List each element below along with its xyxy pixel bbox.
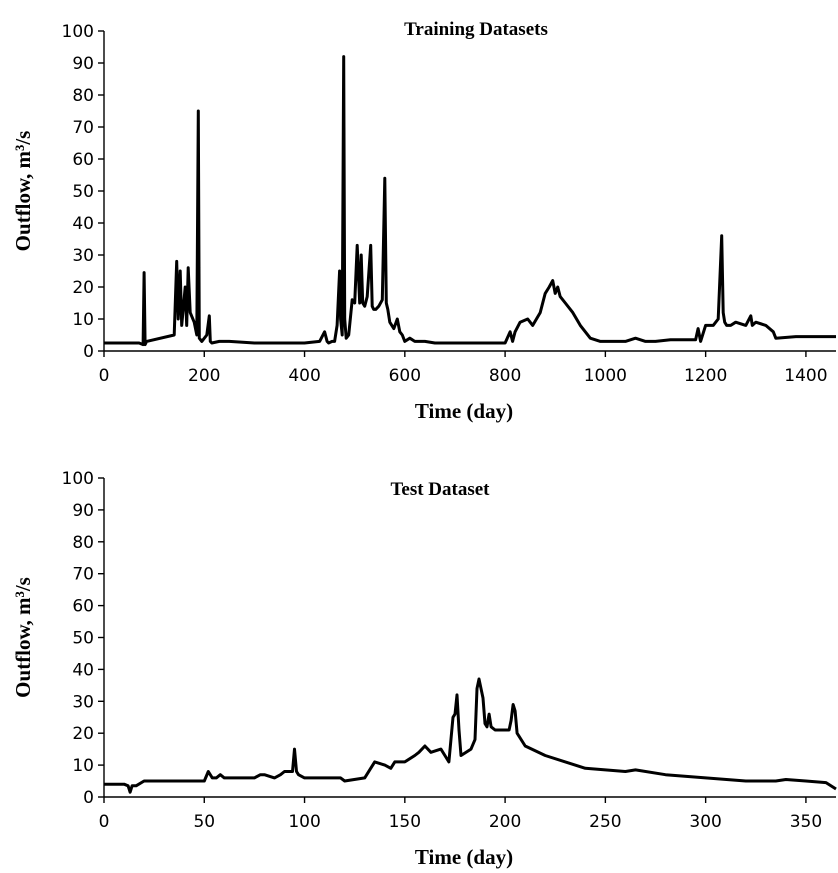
x-axis-label: Time (day) (415, 845, 513, 869)
y-axis-label: Outflow, m³/s (11, 577, 35, 698)
x-tick-label: 0 (99, 366, 110, 386)
y-tick-label: 10 (72, 310, 94, 330)
y-tick-label: 60 (72, 150, 94, 170)
y-tick-label: 80 (72, 533, 94, 553)
y-axis-label: Outflow, m³/s (11, 131, 35, 252)
chart-title: Test Dataset (390, 479, 490, 500)
x-tick-label: 1000 (584, 366, 627, 386)
y-tick-label: 30 (72, 692, 94, 712)
series-line (104, 55, 836, 347)
x-tick-label: 800 (489, 366, 521, 386)
chart-2: 0 10 20 30 40 50 60 70 80 90 100 0 50 100 150 200 250 300… (11, 469, 837, 869)
y-tick-label: 10 (72, 756, 94, 776)
chart-title: Training Datasets (404, 19, 548, 40)
y-tick-label: 30 (72, 246, 94, 266)
x-tick-label: 1400 (784, 366, 827, 386)
y-tick-label: 70 (72, 565, 94, 585)
y-tick-label: 20 (72, 724, 94, 744)
y-tick-label: 0 (83, 788, 94, 808)
x-tick-label: 600 (389, 366, 421, 386)
x-tick-label: 350 (790, 812, 822, 832)
y-tick-label: 100 (62, 22, 94, 42)
y-tick-label: 100 (62, 469, 94, 489)
y-tick-label: 90 (72, 54, 94, 74)
y-tick-label: 50 (72, 629, 94, 649)
x-tick-label: 200 (188, 366, 220, 386)
series-line (104, 677, 837, 794)
y-tick-label: 0 (83, 342, 94, 362)
y-tick-label: 20 (72, 278, 94, 298)
x-tick-label: 400 (288, 366, 320, 386)
x-tick-label: 150 (389, 812, 421, 832)
y-tick-label: 60 (72, 597, 94, 617)
y-tick-label: 40 (72, 660, 94, 680)
x-tick-label: 250 (589, 812, 621, 832)
y-tick-label: 90 (72, 501, 94, 521)
x-tick-label: 300 (689, 812, 721, 832)
y-tick-label: 40 (72, 214, 94, 234)
x-tick-label: 50 (193, 812, 215, 832)
x-tick-label: 200 (489, 812, 521, 832)
x-tick-label: 1200 (684, 366, 727, 386)
y-tick-label: 70 (72, 118, 94, 138)
x-axis-label: Time (day) (415, 399, 513, 423)
x-tick-label: 0 (99, 812, 110, 832)
y-tick-label: 80 (72, 86, 94, 106)
y-tick-label: 50 (72, 182, 94, 202)
x-tick-label: 100 (288, 812, 320, 832)
